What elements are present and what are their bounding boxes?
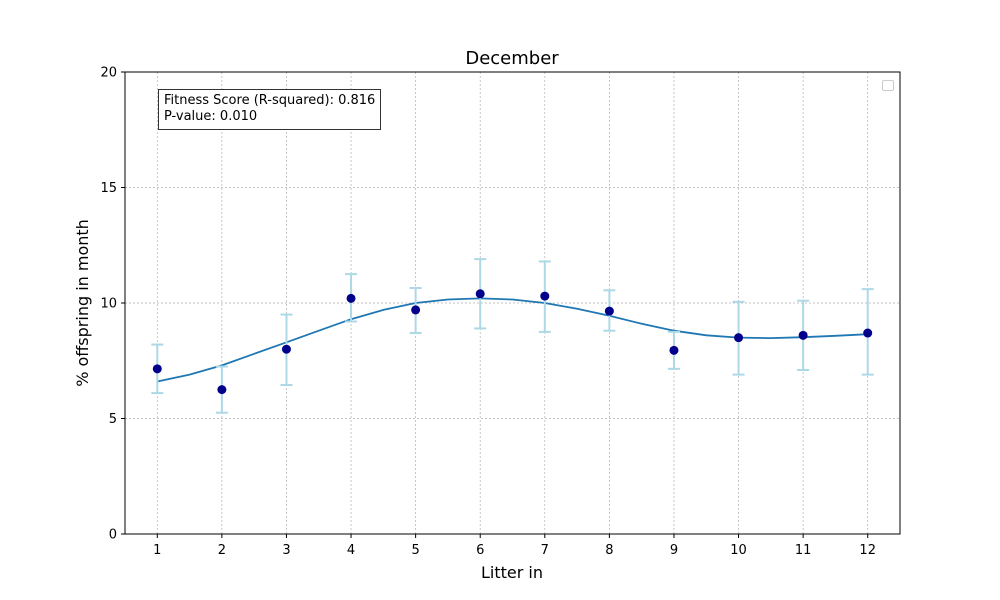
x-tick-label: 4	[347, 543, 355, 558]
data-point	[540, 291, 550, 301]
x-tick-label: 6	[476, 543, 484, 558]
legend-box	[882, 80, 894, 91]
x-tick-label: 9	[670, 543, 678, 558]
data-point	[669, 345, 679, 355]
x-tick-label: 5	[411, 543, 419, 558]
data-points-layer	[152, 289, 873, 395]
x-tick-label: 1	[153, 543, 161, 558]
data-point	[411, 305, 421, 315]
fit-curve-layer	[157, 297, 868, 383]
y-tick-label: 20	[100, 66, 117, 81]
stats-annotation-box: Fitness Score (R-squared): 0.816 P-value…	[158, 89, 382, 130]
data-point	[152, 364, 162, 374]
data-point	[217, 385, 227, 395]
x-tick-label: 8	[605, 543, 613, 558]
y-axis-label: % offspring in month	[73, 219, 92, 387]
y-tick-label: 15	[100, 181, 117, 196]
data-point	[475, 289, 485, 299]
r-squared-text: Fitness Score (R-squared): 0.816	[164, 93, 376, 108]
data-point	[863, 328, 873, 338]
data-point	[734, 333, 744, 343]
x-axis-label: Litter in	[481, 563, 543, 582]
data-point	[798, 330, 808, 340]
error-bars-layer	[151, 258, 874, 414]
x-tick-label: 10	[730, 543, 747, 558]
data-point	[604, 306, 614, 316]
y-tick-label: 10	[100, 297, 117, 312]
fit-curve-line	[157, 297, 868, 383]
chart-title: December	[465, 48, 559, 69]
data-point	[346, 293, 356, 303]
data-point	[281, 344, 291, 354]
y-tick-label: 0	[109, 528, 117, 543]
grid	[125, 71, 900, 535]
x-tick-label: 11	[795, 543, 812, 558]
x-tick-label: 7	[541, 543, 549, 558]
y-tick-label: 5	[109, 412, 117, 427]
x-tick-label: 12	[859, 543, 876, 558]
x-tick-label: 2	[218, 543, 226, 558]
x-tick-label: 3	[282, 543, 290, 558]
p-value-text: P-value: 0.010	[164, 109, 258, 124]
